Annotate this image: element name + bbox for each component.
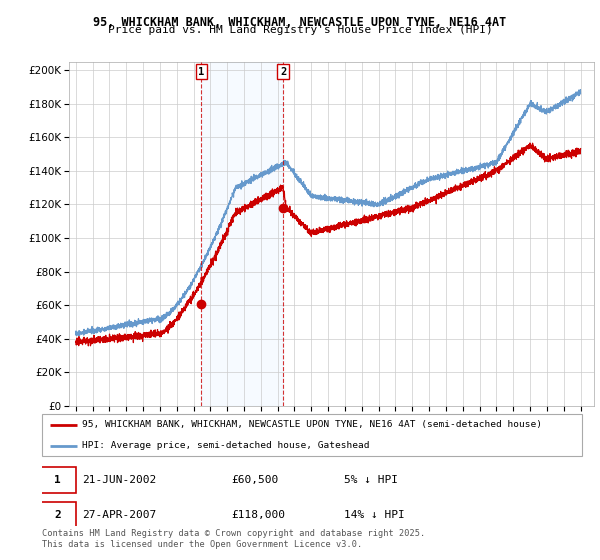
Text: 95, WHICKHAM BANK, WHICKHAM, NEWCASTLE UPON TYNE, NE16 4AT: 95, WHICKHAM BANK, WHICKHAM, NEWCASTLE U… (94, 16, 506, 29)
Text: 27-APR-2007: 27-APR-2007 (83, 510, 157, 520)
Text: 2: 2 (54, 510, 61, 520)
Text: Contains HM Land Registry data © Crown copyright and database right 2025.
This d: Contains HM Land Registry data © Crown c… (42, 529, 425, 549)
Text: 1: 1 (199, 67, 205, 77)
Text: £118,000: £118,000 (231, 510, 285, 520)
FancyBboxPatch shape (40, 502, 76, 528)
Text: 95, WHICKHAM BANK, WHICKHAM, NEWCASTLE UPON TYNE, NE16 4AT (semi-detached house): 95, WHICKHAM BANK, WHICKHAM, NEWCASTLE U… (83, 421, 542, 430)
Text: 2: 2 (280, 67, 286, 77)
Text: 5% ↓ HPI: 5% ↓ HPI (344, 475, 398, 485)
Text: Price paid vs. HM Land Registry's House Price Index (HPI): Price paid vs. HM Land Registry's House … (107, 25, 493, 35)
Text: HPI: Average price, semi-detached house, Gateshead: HPI: Average price, semi-detached house,… (83, 441, 370, 450)
Bar (202, 62, 283, 406)
Text: 21-JUN-2002: 21-JUN-2002 (83, 475, 157, 485)
Text: 1: 1 (54, 475, 61, 485)
FancyBboxPatch shape (40, 467, 76, 493)
Text: 14% ↓ HPI: 14% ↓ HPI (344, 510, 405, 520)
Text: £60,500: £60,500 (231, 475, 278, 485)
